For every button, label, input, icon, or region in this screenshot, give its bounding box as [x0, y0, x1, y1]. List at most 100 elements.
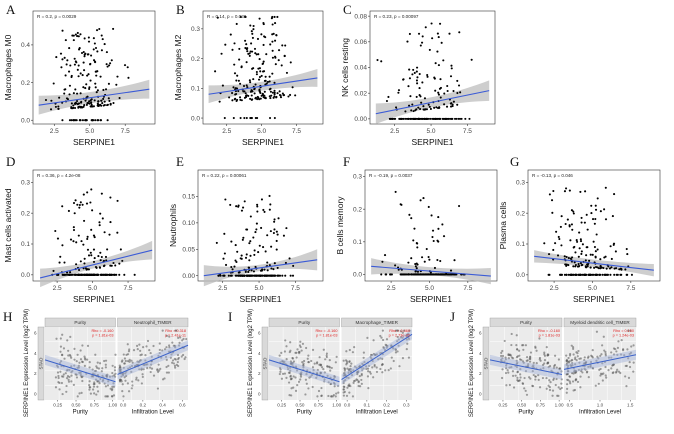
- stat-annotation: Rho = -0.160: [538, 329, 560, 333]
- data-point: [565, 354, 568, 357]
- data-point: [289, 93, 292, 97]
- data-point: [104, 363, 107, 366]
- data-point: [78, 361, 81, 364]
- data-point: [599, 374, 602, 377]
- data-point: [628, 365, 632, 369]
- data-point: [86, 74, 89, 77]
- data-point: [135, 344, 139, 347]
- data-point: [407, 273, 410, 276]
- side-strip: [37, 326, 45, 401]
- data-point: [164, 355, 168, 358]
- data-point: [109, 102, 112, 105]
- data-point: [68, 353, 72, 357]
- data-point: [585, 360, 588, 364]
- data-point: [238, 271, 241, 274]
- data-point: [400, 203, 403, 206]
- data-point: [171, 361, 174, 364]
- data-point: [258, 67, 261, 70]
- data-point: [83, 257, 86, 260]
- data-point: [565, 187, 568, 190]
- data-point: [523, 387, 526, 390]
- data-point: [619, 353, 623, 356]
- data-point: [379, 334, 382, 338]
- data-point: [118, 368, 121, 371]
- data-point: [342, 359, 345, 362]
- y-tick-label: 0.2: [21, 210, 30, 217]
- data-point: [431, 229, 435, 232]
- data-point: [271, 23, 274, 26]
- data-point: [92, 48, 95, 51]
- data-point: [505, 367, 508, 370]
- data-point: [560, 370, 563, 373]
- data-point: [563, 255, 566, 258]
- regression-line: [563, 354, 637, 370]
- data-point: [610, 266, 613, 269]
- data-point: [65, 273, 69, 276]
- data-point: [515, 334, 518, 337]
- data-point: [585, 246, 588, 249]
- data-point: [528, 357, 531, 360]
- data-point: [101, 102, 104, 105]
- data-point: [62, 347, 66, 350]
- data-point: [118, 273, 121, 276]
- data-point: [83, 355, 86, 358]
- data-point: [77, 35, 80, 38]
- y-axis-label: SERPINE1 Expression Level (log2 TPM): [24, 309, 30, 417]
- data-point: [100, 273, 103, 276]
- data-point: [358, 365, 361, 368]
- data-point: [412, 117, 415, 120]
- data-point: [594, 217, 597, 221]
- data-point: [305, 372, 308, 376]
- panel-label: B: [176, 2, 185, 17]
- data-point: [239, 117, 242, 120]
- data-point: [456, 91, 459, 95]
- data-point: [250, 98, 253, 101]
- data-point: [593, 266, 596, 269]
- data-point: [139, 354, 142, 357]
- x-tick-label: 7.5: [626, 285, 635, 292]
- data-point: [247, 266, 251, 269]
- data-point: [98, 224, 101, 227]
- data-point: [427, 103, 430, 106]
- data-point: [348, 360, 351, 363]
- data-point: [75, 376, 79, 379]
- data-point: [79, 92, 82, 95]
- data-point: [269, 90, 272, 93]
- x-tick-label: 2.5: [222, 128, 231, 135]
- data-point: [416, 82, 419, 85]
- data-point: [302, 366, 305, 369]
- data-point: [281, 360, 284, 363]
- data-point: [262, 208, 265, 212]
- data-point: [125, 353, 128, 356]
- stat-annotation: Rho = 0.150: [613, 329, 634, 333]
- data-point: [61, 333, 64, 336]
- data-point: [436, 258, 439, 262]
- data-point: [123, 64, 127, 67]
- data-point: [230, 274, 233, 277]
- data-point: [524, 389, 527, 392]
- data-point: [60, 381, 64, 385]
- data-point: [437, 91, 440, 94]
- data-point: [95, 266, 98, 269]
- data-point: [285, 71, 288, 74]
- data-point: [280, 377, 284, 380]
- data-point: [83, 55, 86, 58]
- data-point: [559, 225, 562, 228]
- data-point: [66, 339, 69, 342]
- data-point: [401, 357, 405, 360]
- data-point: [506, 369, 509, 372]
- data-point: [360, 378, 363, 382]
- data-point: [551, 211, 554, 214]
- data-point: [84, 99, 87, 102]
- data-point: [79, 373, 82, 377]
- data-point: [259, 97, 262, 100]
- y-axis-label: NK cells resting: [340, 38, 350, 97]
- data-point: [564, 222, 567, 226]
- data-point: [517, 379, 520, 383]
- data-point: [416, 246, 419, 249]
- data-point: [44, 98, 48, 102]
- data-point: [66, 59, 69, 62]
- data-point: [414, 109, 417, 112]
- data-point: [100, 255, 103, 259]
- data-point: [444, 117, 447, 120]
